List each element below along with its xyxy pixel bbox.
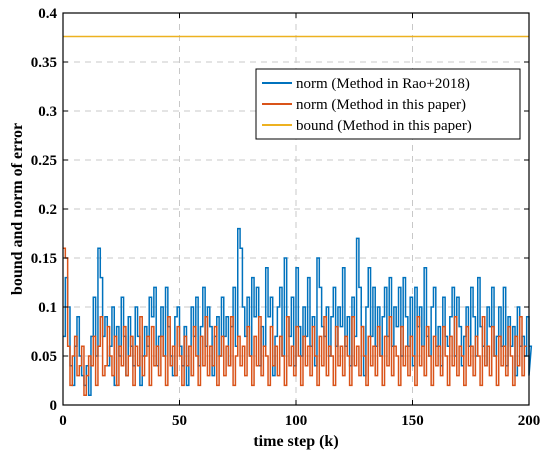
legend-label: norm (Method in this paper) — [296, 97, 466, 113]
ticks: 0 0.05 0.1 0.15 0.2 0.25 0.3 0.35 0.4 0 50 100 150 20… — [31, 6, 541, 429]
y-axis-label: bound and norm of error — [9, 123, 26, 295]
legend-label: norm (Method in Rao+2018) — [296, 76, 470, 92]
x-tick-label: 100 — [285, 413, 308, 429]
legend-box — [255, 68, 521, 140]
series-line-2 — [63, 247, 527, 396]
y-tick-label: 0.15 — [31, 251, 57, 267]
x-axis-label: time step (k) — [253, 433, 338, 450]
x-tick-label: 200 — [518, 413, 541, 429]
y-tick-label: 0.35 — [31, 55, 57, 71]
y-tick-label: 0.4 — [38, 6, 57, 22]
y-tick-label: 0.3 — [38, 104, 57, 120]
y-tick-label: 0.1 — [38, 300, 57, 316]
y-tick-label: 0.05 — [31, 349, 57, 365]
x-tick-label: 0 — [59, 413, 67, 429]
legend-label: bound (Method in this paper) — [296, 118, 472, 134]
y-tick-label: 0.25 — [31, 153, 57, 169]
y-tick-label: 0.2 — [38, 202, 57, 218]
y-tick-label: 0 — [50, 398, 58, 414]
legend: norm (Method in Rao+2018) norm (Method in… — [255, 68, 521, 140]
series-layer — [63, 35, 533, 396]
series-line-1 — [63, 227, 533, 396]
x-tick-label: 50 — [172, 413, 187, 429]
x-tick-label: 150 — [401, 413, 424, 429]
